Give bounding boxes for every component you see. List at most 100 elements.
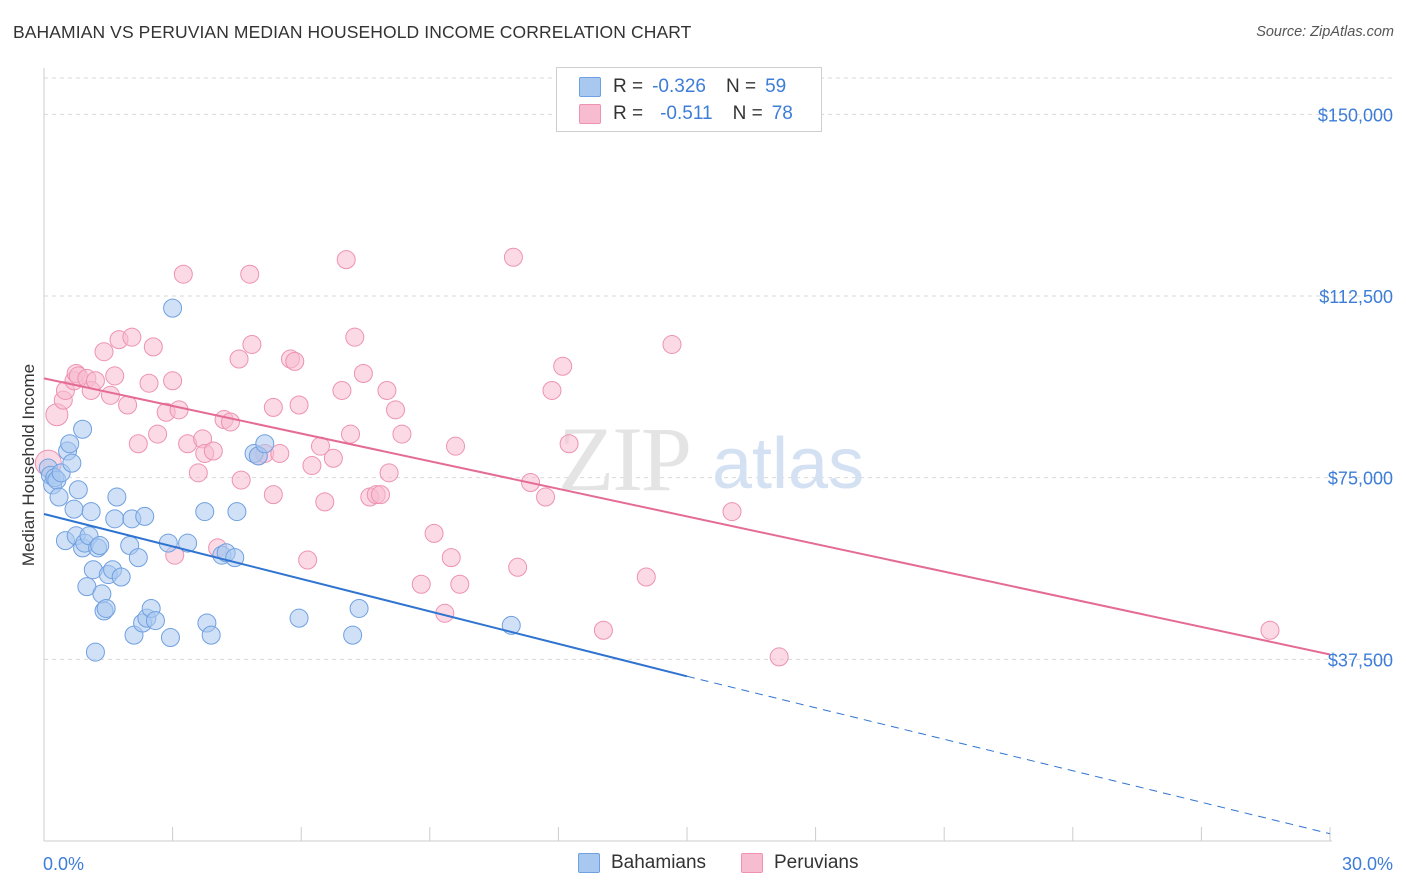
y-tick-label: $75,000: [1328, 469, 1393, 489]
bahamians-point: [111, 567, 131, 587]
peruvians-point: [118, 395, 138, 415]
peruvians-point: [542, 380, 562, 400]
bahamians-swatch: [579, 77, 601, 97]
peruvians-point: [263, 397, 283, 417]
y-tick-label: $37,500: [1328, 650, 1393, 670]
n-value: 78: [771, 103, 793, 124]
bahamians-point: [227, 502, 247, 522]
tick-labels: $37,500 $75,000 $112,500 $150,000 0.0% 30.0%: [43, 105, 1393, 874]
r-value: -0.511: [660, 103, 713, 124]
peruvians-point: [441, 548, 461, 568]
peruvians-point: [323, 448, 343, 468]
peruvians-point: [231, 470, 251, 490]
grid-lines: [44, 77, 1392, 660]
bahamians-point: [68, 480, 88, 500]
peruvians-point: [105, 366, 125, 386]
chart-title: BAHAMIAN VS PERUVIAN MEDIAN HOUSEHOLD IN…: [13, 22, 692, 42]
legend-label-peruvians: Peruvians: [774, 852, 859, 873]
bahamians-point: [349, 598, 369, 618]
peruvians-point: [553, 356, 573, 376]
peruvians-point: [377, 380, 397, 400]
trend-lines: [43, 377, 1331, 835]
bahamians-point: [81, 502, 101, 522]
peruvians-point: [240, 264, 260, 284]
bahamians-point: [178, 533, 198, 553]
r-value: -0.326: [652, 76, 706, 97]
bahamians-point: [64, 499, 84, 519]
peruvians-point: [263, 485, 283, 505]
peruvians-point: [386, 400, 406, 420]
series-legend: Bahamians Peruvians: [0, 852, 1406, 878]
peruvians-point: [593, 620, 613, 640]
peruvians-point: [229, 349, 249, 369]
peruvians-point: [298, 550, 318, 570]
bahamians-point: [85, 642, 105, 662]
bahamians-point: [201, 625, 221, 645]
bahamians-point: [135, 506, 155, 526]
peruvians-point: [122, 327, 142, 347]
peruvians-point: [315, 492, 335, 512]
peruvians-point: [379, 463, 399, 483]
peruvians-point: [163, 371, 183, 391]
peruvians-point: [345, 327, 365, 347]
peruvians-point: [662, 334, 682, 354]
bahamians-trendline-extension: [686, 675, 1331, 835]
peruvians-point: [336, 250, 356, 270]
peruvians-point: [450, 574, 470, 594]
bahamians-point: [73, 419, 93, 439]
legend-item-peruvians[interactable]: Peruvians: [741, 852, 859, 874]
stats-legend: R = -0.326 N = 59 R = -0.511 N = 78: [556, 67, 822, 132]
peruvians-point: [188, 463, 208, 483]
r-label: R =: [613, 103, 644, 124]
peruvians-point: [503, 247, 523, 267]
peruvians-point: [128, 434, 148, 454]
peruvians-point: [169, 400, 189, 420]
peruvians-point: [203, 441, 223, 461]
x-tick-label-min: 0.0%: [43, 854, 84, 874]
bahamians-points: [38, 298, 521, 662]
peruvians-swatch: [579, 104, 601, 124]
bahamians-point: [195, 502, 215, 522]
legend-row-peruvians: R = -0.511 N = 78: [579, 101, 793, 127]
peruvians-point: [559, 434, 579, 454]
peruvians-point: [353, 364, 373, 384]
peruvians-point: [424, 523, 444, 543]
legend-row-bahamians: R = -0.326 N = 59: [579, 74, 786, 100]
n-label: N =: [732, 103, 763, 124]
peruvians-point: [769, 647, 789, 667]
peruvians-point: [270, 443, 290, 463]
watermark-zip: ZIP: [558, 408, 690, 510]
peruvians-point: [242, 334, 262, 354]
peruvians-point: [411, 574, 431, 594]
legend-item-bahamians[interactable]: Bahamians: [578, 852, 706, 874]
bahamians-point: [128, 548, 148, 568]
y-axis-label: Median Household Income: [19, 364, 38, 566]
watermark: ZIP atlas: [558, 408, 864, 510]
peruvians-point: [340, 424, 360, 444]
peruvians-point: [220, 412, 240, 432]
bahamians-point: [163, 298, 183, 318]
source-label: Source: ZipAtlas.com: [1256, 24, 1394, 40]
bahamians-point: [145, 611, 165, 631]
peruvians-point: [508, 557, 528, 577]
bahamians-point: [105, 509, 125, 529]
peruvians-point: [302, 456, 322, 476]
r-label: R =: [613, 76, 644, 97]
peruvians-point: [536, 487, 556, 507]
watermark-atlas: atlas: [712, 424, 864, 504]
peruvians-point: [636, 567, 656, 587]
bahamians-swatch: [578, 853, 600, 873]
bahamians-point: [90, 535, 110, 555]
bahamians-point: [160, 628, 180, 648]
bahamians-point: [49, 487, 69, 507]
peruvians-point: [139, 373, 159, 393]
peruvians-point: [173, 264, 193, 284]
peruvians-swatch: [741, 853, 763, 873]
peruvians-point: [1260, 620, 1280, 640]
peruvians-point: [100, 385, 120, 405]
bahamians-point: [343, 625, 363, 645]
bahamians-trendline: [43, 513, 688, 678]
peruvians-point: [446, 436, 466, 456]
y-tick-label: $112,500: [1319, 287, 1393, 307]
